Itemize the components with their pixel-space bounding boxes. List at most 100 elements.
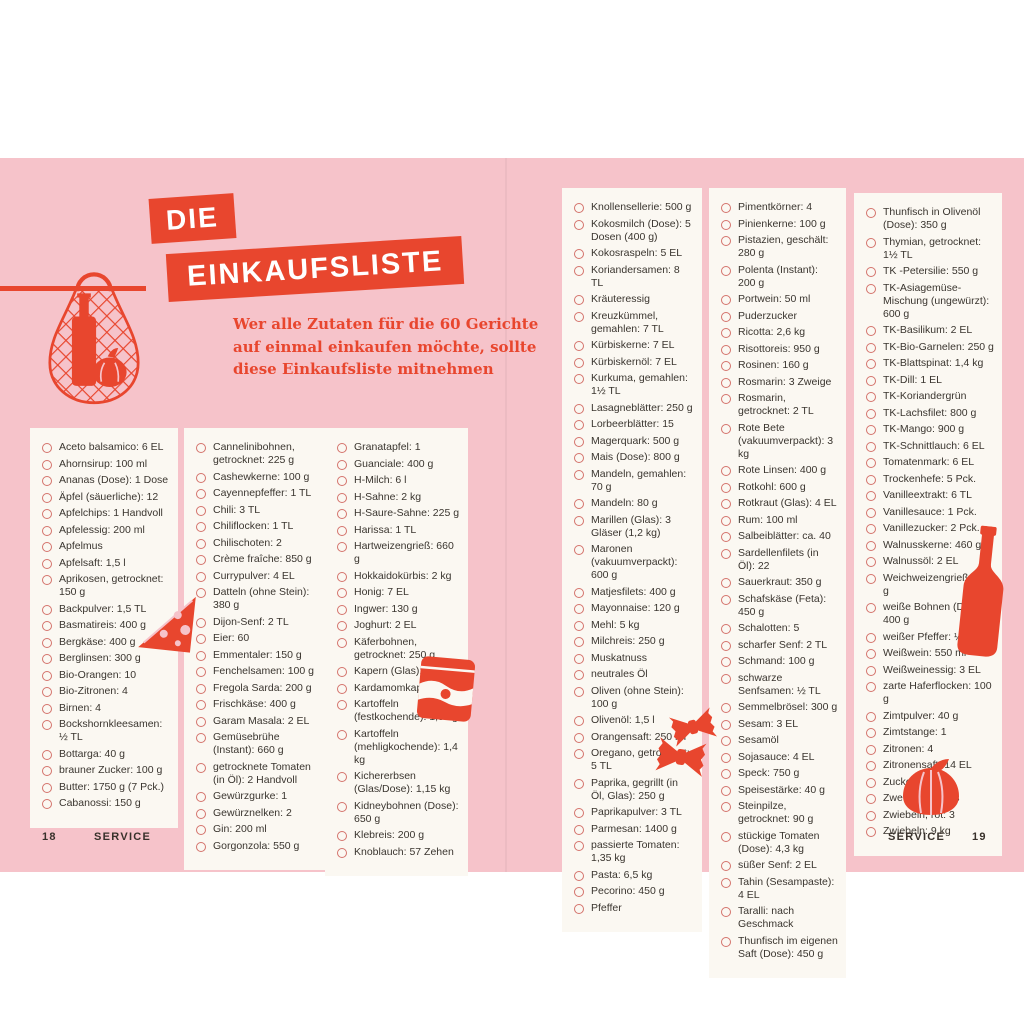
- checkbox-circle-icon: [721, 265, 731, 276]
- list-item-label: TK-Mango: 900 g: [883, 423, 965, 435]
- list-item-label: Cabanossi: 150 g: [59, 797, 141, 809]
- checkbox-circle-icon: [721, 936, 731, 947]
- list-item-label: Emmentaler: 150 g: [213, 648, 302, 661]
- list-item: Eier: 60: [196, 632, 317, 645]
- checkbox-circle-icon: [866, 267, 876, 277]
- list-item: Emmentaler: 150 g: [196, 649, 317, 662]
- list-item: Basmatireis: 400 g: [42, 619, 170, 632]
- list-item: Schafskäse (Feta): 450 g: [721, 593, 838, 619]
- title-banner-einkaufsliste: EINKAUFSLISTE: [165, 235, 465, 303]
- checkbox-circle-icon: [196, 555, 206, 565]
- shopping-list-column-3: Granatapfel: 1 Guanciale: 400 g H-Milch: 6…: [325, 428, 468, 876]
- list-item-label: Klebreis: 200 g: [354, 829, 425, 841]
- list-item: Walnusskerne: 460 g: [866, 539, 994, 552]
- list-item: Kidneybohnen (Dose): 650 g: [337, 800, 460, 826]
- list-item-label: Kräuteressig: [591, 293, 650, 305]
- list-item-label: scharfer Senf: 2 TL: [738, 638, 828, 651]
- list-item-label: Zwiebeln: 9 kg: [883, 825, 951, 837]
- page-fold-divider: [505, 158, 507, 872]
- list-item: brauner Zucker: 100 g: [42, 764, 170, 777]
- shopping-list-column-6: Thunfisch in Olivenöl (Dose): 350 g Thymi…: [854, 193, 1002, 856]
- checkbox-circle-icon: [574, 436, 584, 447]
- list-item: Rosmarin: 3 Zweige: [721, 376, 838, 389]
- list-item-label: Paprika, gegrillt (in Öl, Glas): 250 g: [591, 776, 678, 802]
- checkbox-circle-icon: [42, 525, 52, 536]
- list-item: Semmelbrösel: 300 g: [721, 701, 838, 714]
- list-item-label: Mandeln, gemahlen: 70 g: [591, 467, 687, 493]
- list-item-label: Walnussöl: 2 EL: [883, 555, 959, 567]
- list-item-label: Cayennepfeffer: 1 TL: [213, 487, 312, 499]
- list-item-label: Matjesfilets: 400 g: [591, 585, 676, 598]
- list-item: Sauerkraut: 350 g: [721, 576, 838, 589]
- list-item-label: Ricotta: 2,6 kg: [738, 326, 806, 338]
- checkbox-circle-icon: [721, 515, 731, 526]
- list-item: weißer Pfeffer: ½ TL: [866, 631, 994, 644]
- checkbox-circle-icon: [337, 683, 347, 694]
- list-item-label: Puderzucker: [738, 309, 797, 322]
- checkbox-circle-icon: [574, 841, 584, 851]
- list-item-label: Gin: 200 ml: [213, 823, 267, 835]
- list-item: Bio-Zitronen: 4: [42, 685, 170, 698]
- list-item-label: TK-Asiagemüse-Mischung (ungewürzt): 600 …: [883, 281, 990, 320]
- list-item-label: Lorbeerblätter: 15: [591, 418, 674, 430]
- list-item: Rote Bete (vakuumverpackt): 3 kg: [721, 422, 838, 461]
- list-item-label: Pistazien, geschält: 280 g: [738, 234, 829, 259]
- list-item: Chiliflocken: 1 TL: [196, 520, 317, 533]
- checkbox-circle-icon: [337, 459, 347, 470]
- checkbox-circle-icon: [574, 499, 584, 509]
- checkbox-circle-icon: [42, 799, 52, 809]
- list-item: Gemüsebrühe (Instant): 660 g: [196, 731, 317, 757]
- checkbox-circle-icon: [196, 825, 206, 835]
- checkbox-circle-icon: [196, 650, 206, 661]
- list-item: scharfer Senf: 2 TL: [721, 639, 838, 652]
- list-item-label: zarte Haferflocken: 100 g: [883, 680, 992, 705]
- list-item-label: Lasagneblätter: 250 g: [591, 401, 693, 414]
- checkbox-circle-icon: [574, 295, 584, 305]
- list-item-label: Fenchelsamen: 100 g: [213, 665, 314, 677]
- book-spread: DIE EINKAUFSLISTE Wer alle Zutaten für d…: [0, 158, 1024, 978]
- checkbox-circle-icon: [866, 359, 876, 369]
- list-item: Kokosmilch (Dose): 5 Dosen (400 g): [574, 218, 694, 244]
- footer-section-label-left: SERVICE: [94, 831, 152, 843]
- title-banner-die: DIE: [148, 193, 237, 244]
- checkbox-circle-icon: [866, 342, 876, 353]
- list-item: Cannelinibohnen, getrocknet: 225 g: [196, 441, 317, 467]
- checkbox-circle-icon: [721, 499, 731, 509]
- list-item: Backpulver: 1,5 TL: [42, 603, 170, 616]
- list-item-label: Bockshornkleesamen: ½ TL: [59, 718, 163, 743]
- list-item-label: Pimentkörner: 4: [738, 201, 813, 213]
- list-item-label: Rote Bete (vakuumverpackt): 3 kg: [738, 421, 834, 460]
- checkbox-circle-icon: [574, 808, 584, 818]
- checkbox-circle-icon: [721, 719, 731, 730]
- list-item-label: Olivenöl: 1,5 l: [591, 714, 655, 726]
- list-item-label: Weichweizengrieß: 90 g: [883, 571, 987, 597]
- list-item: Speisestärke: 40 g: [721, 784, 838, 797]
- list-item-label: Parmesan: 1400 g: [591, 822, 677, 835]
- list-item: Milchreis: 250 g: [574, 635, 694, 648]
- checkbox-circle-icon: [42, 749, 52, 760]
- list-item-label: Speck: 750 g: [738, 767, 800, 779]
- list-item: Apfelsaft: 1,5 l: [42, 557, 170, 570]
- checkbox-circle-icon: [866, 326, 876, 336]
- list-item: Kreuzkümmel, gemahlen: 7 TL: [574, 310, 694, 336]
- list-item: Vanillesauce: 1 Pck.: [866, 506, 994, 519]
- list-item-label: Hokkaidokürbis: 2 kg: [354, 569, 452, 582]
- list-item: Schalotten: 5: [721, 622, 838, 635]
- checkbox-circle-icon: [42, 604, 52, 615]
- checkbox-circle-icon: [866, 632, 876, 643]
- list-item-label: Chiliflocken: 1 TL: [213, 520, 294, 532]
- list-item: TK-Koriandergrün: [866, 390, 994, 403]
- net-bag-icon: [48, 272, 140, 405]
- list-item: Pecorino: 450 g: [574, 885, 694, 898]
- list-item-label: getrocknete Tomaten (in Öl): 2 Handvoll: [213, 760, 311, 786]
- list-item-label: Taralli: nach Geschmack: [738, 905, 795, 930]
- list-item-label: schwarze Senfsamen: ½ TL: [738, 671, 821, 697]
- list-item: Sojasauce: 4 EL: [721, 751, 838, 764]
- list-item: Koriandersamen: 8 TL: [574, 264, 694, 290]
- farfalle-icon: [655, 737, 707, 777]
- checkbox-circle-icon: [574, 249, 584, 259]
- checkbox-circle-icon: [721, 640, 731, 651]
- list-item-label: Bio-Zitronen: 4: [59, 685, 128, 697]
- checkbox-circle-icon: [42, 509, 52, 519]
- list-item-label: TK-Bio-Garnelen: 250 g: [883, 340, 994, 353]
